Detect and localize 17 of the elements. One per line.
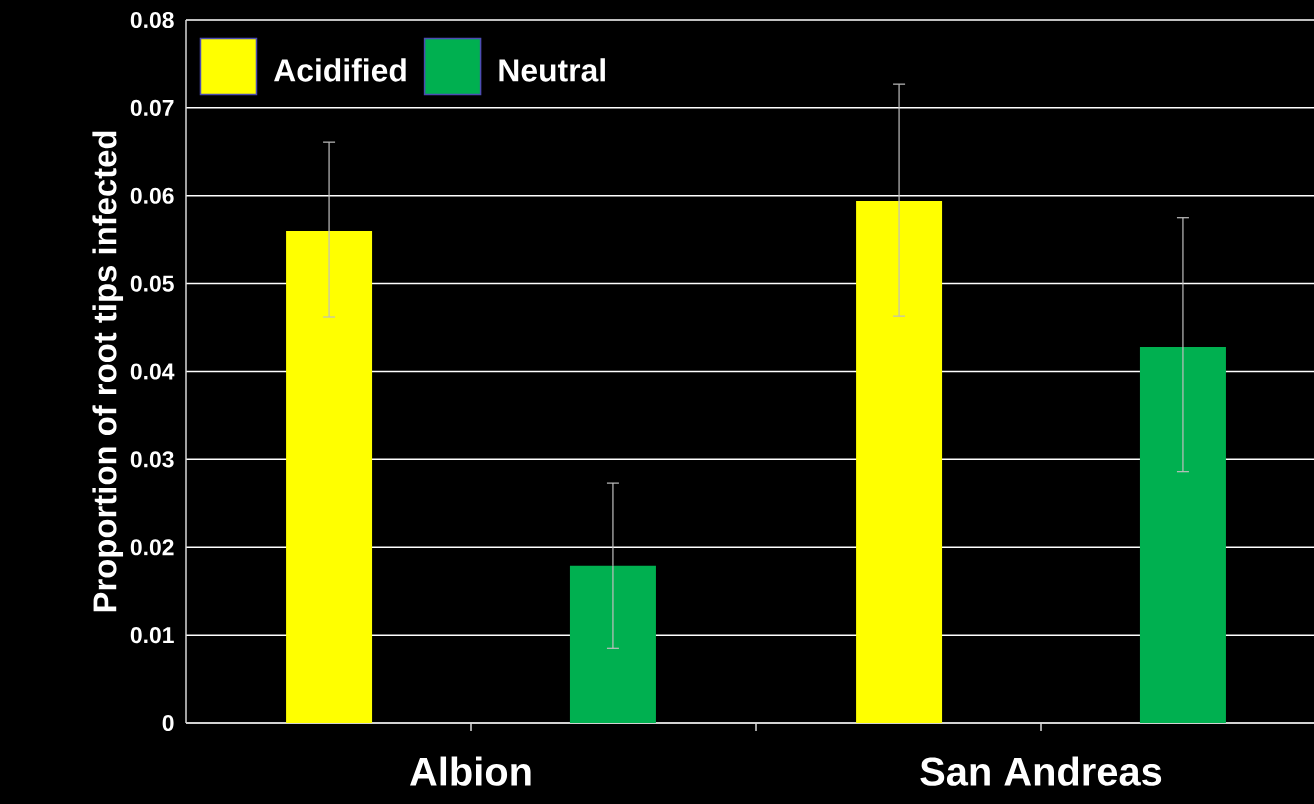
y-tick-label: 0.01	[130, 627, 174, 644]
y-tick-label: 0.04	[130, 363, 175, 380]
bar	[1139, 346, 1226, 723]
x-tick-label: San Andreas	[920, 756, 1162, 786]
y-tick-label: 0.06	[130, 187, 174, 204]
x-tick-label: Albion	[410, 756, 531, 786]
y-tick-label: 0.08	[130, 11, 174, 29]
y-tick-label: 0.05	[130, 275, 174, 292]
bar	[286, 230, 373, 723]
bar	[856, 201, 943, 723]
y-axis-title: Proportion of root tips infected	[92, 131, 124, 612]
y-tick-label: 0.02	[130, 539, 174, 556]
legend-label: Neutral	[499, 58, 605, 82]
y-tick-label: 0.03	[130, 451, 174, 468]
y-tick-label: 0	[162, 714, 174, 732]
y-tick-label: 0.07	[130, 99, 174, 116]
legend-label: Acidified	[274, 58, 406, 82]
